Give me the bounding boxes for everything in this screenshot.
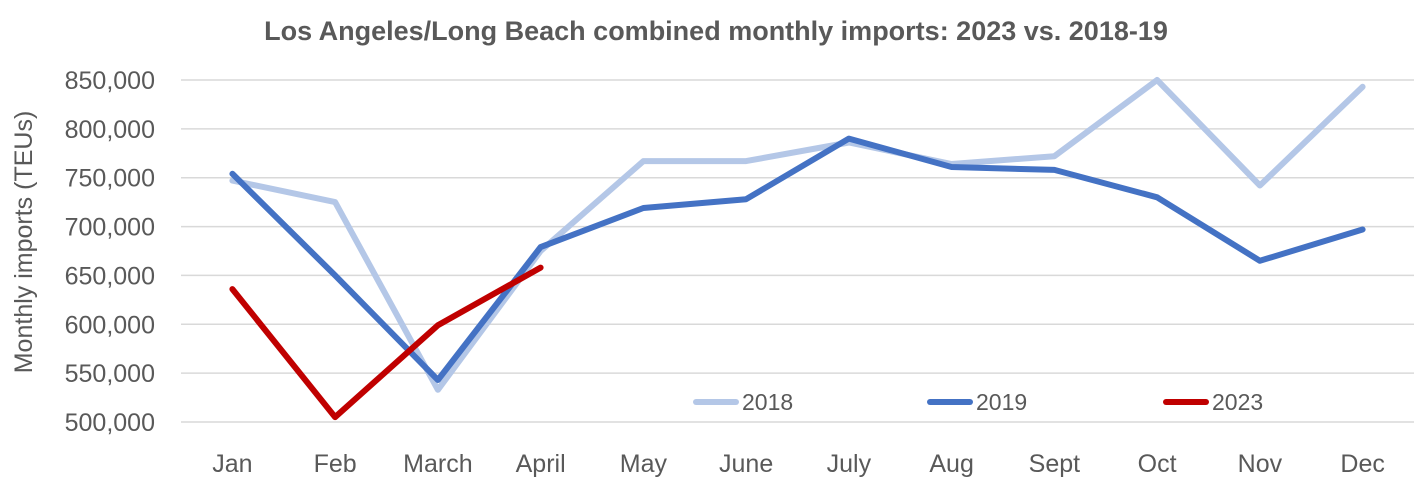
y-tick-label: 750,000 xyxy=(65,165,155,193)
x-tick-label: Dec xyxy=(1340,450,1384,478)
y-tick-label: 500,000 xyxy=(65,409,155,437)
x-tick-label: June xyxy=(719,450,773,478)
x-axis-ticks: Jan Feb March April May June July Aug Sept Oct Nov… xyxy=(212,450,1385,478)
y-tick-label: 800,000 xyxy=(65,116,155,144)
y-tick-label: 600,000 xyxy=(65,311,155,339)
y-axis-ticks: 500,000 550,000 600,000 650,000 700,000 750,0… xyxy=(65,67,155,437)
series-line-2023 xyxy=(229,264,544,421)
x-tick-label: March xyxy=(403,450,472,478)
x-tick-label: Nov xyxy=(1238,450,1283,478)
x-tick-label: Aug xyxy=(929,450,973,478)
legend-label-2019: 2019 xyxy=(976,389,1027,415)
y-axis-title: Monthly imports (TEUs) xyxy=(10,111,38,374)
y-tick-label: 850,000 xyxy=(65,67,155,95)
y-tick-label: 650,000 xyxy=(65,262,155,290)
series-lines xyxy=(229,77,1366,421)
x-tick-label: May xyxy=(620,450,668,478)
y-tick-label: 550,000 xyxy=(65,360,155,388)
x-tick-label: July xyxy=(827,450,872,478)
gridlines xyxy=(181,79,1414,423)
series-line-2019 xyxy=(229,135,1366,383)
chart-title: Los Angeles/Long Beach combined monthly … xyxy=(264,16,1168,46)
legend-label-2023: 2023 xyxy=(1212,389,1263,415)
x-tick-label: Feb xyxy=(314,450,357,478)
legend: 2018 2019 2023 xyxy=(693,389,1263,415)
legend-label-2018: 2018 xyxy=(742,389,793,415)
x-tick-label: Sept xyxy=(1029,450,1080,478)
x-tick-label: Jan xyxy=(212,450,252,478)
y-tick-label: 700,000 xyxy=(65,214,155,242)
x-tick-label: Oct xyxy=(1138,450,1177,478)
x-tick-label: April xyxy=(516,450,566,478)
